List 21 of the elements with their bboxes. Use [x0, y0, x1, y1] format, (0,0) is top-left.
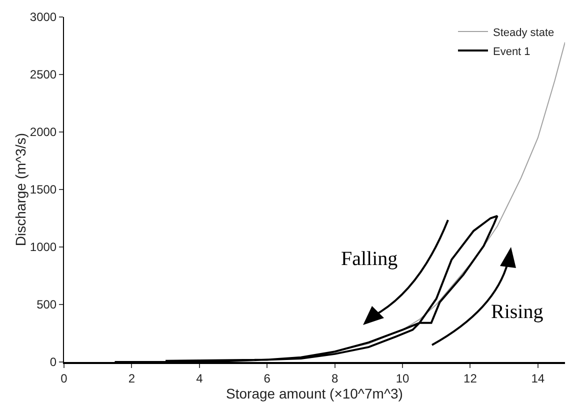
x-tick-label: 0 — [60, 371, 68, 386]
annotation: Falling — [341, 248, 398, 270]
y-tick-label: 0 — [50, 355, 57, 370]
y-tick-label: 2000 — [30, 125, 57, 140]
x-tick-label: 12 — [464, 371, 478, 386]
x-tick-label: 2 — [128, 371, 136, 386]
y-tick-label: 2500 — [30, 68, 57, 82]
x-tick-label: 4 — [196, 371, 204, 386]
legend-label: Event 1 — [492, 46, 530, 58]
x-tick-label: 14 — [531, 371, 545, 386]
y-tick-label: 500 — [36, 298, 57, 312]
y-axis-title: Discharge (m^3/s) — [12, 132, 28, 246]
legend-label: Steady state — [492, 26, 554, 39]
x-tick-label: 6 — [264, 371, 271, 386]
annotation: Rising — [491, 301, 544, 323]
y-tick-label: 1000 — [30, 240, 57, 254]
y-tick-label: 3000 — [30, 10, 57, 24]
x-axis-title: Storage amount (×10^7m^3) — [226, 385, 403, 402]
x-tick-label: 10 — [396, 371, 410, 386]
x-tick-label: 8 — [331, 371, 338, 386]
y-tick-label: 1500 — [30, 182, 57, 197]
